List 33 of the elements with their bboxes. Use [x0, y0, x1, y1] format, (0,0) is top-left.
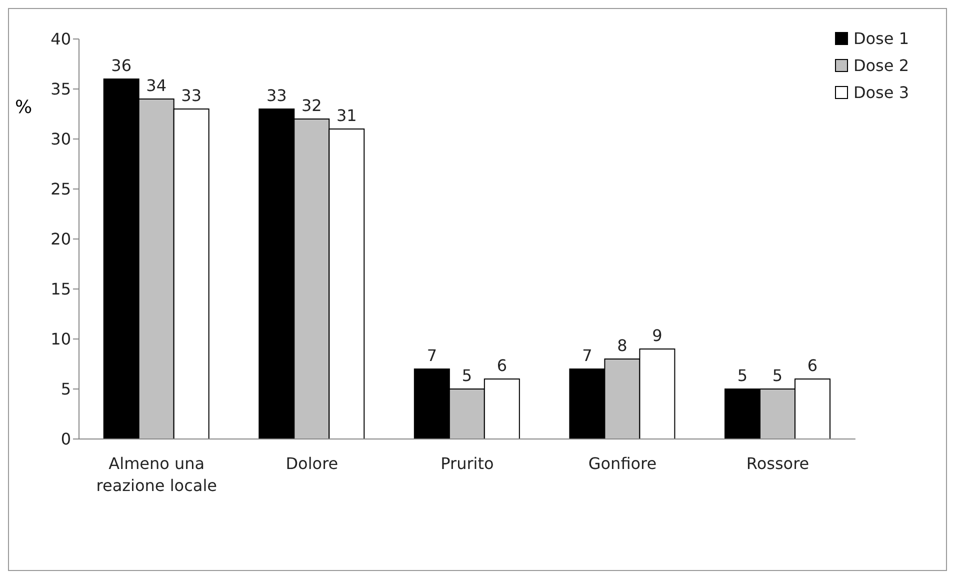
- y-tick-label: 40: [50, 30, 71, 49]
- data-label: 8: [617, 336, 628, 355]
- data-label: 33: [181, 86, 202, 105]
- data-label: 33: [266, 86, 287, 105]
- data-label: 7: [582, 346, 592, 365]
- x-tick-label: Rossore: [746, 454, 810, 473]
- data-label: 5: [772, 366, 783, 385]
- y-tick-label: 10: [50, 330, 71, 349]
- x-tick-label: Prurito: [440, 454, 494, 473]
- x-tick-label: Almeno una reazione locale: [96, 454, 217, 495]
- y-tick-label: 0: [60, 430, 71, 449]
- y-tick-label: 30: [50, 130, 71, 149]
- data-label: 5: [462, 366, 472, 385]
- y-tick-label: 20: [50, 230, 71, 249]
- y-tick-label: 5: [60, 380, 71, 399]
- data-label: 7: [426, 346, 438, 365]
- legend-label: Dose 1: [853, 29, 909, 48]
- data-label: 5: [737, 366, 748, 385]
- data-label: 31: [336, 106, 357, 125]
- y-axis-title: %: [15, 97, 32, 118]
- legend-label: Dose 3: [853, 83, 909, 102]
- y-tick-label: 15: [50, 280, 71, 299]
- legend-label: Dose 2: [853, 56, 909, 75]
- data-label: 6: [496, 356, 508, 375]
- y-tick-label: 25: [50, 180, 71, 199]
- data-label: 6: [807, 356, 818, 375]
- x-tick-label: Gonfiore: [588, 454, 657, 473]
- data-label: 32: [301, 96, 322, 115]
- data-label: 36: [111, 56, 132, 75]
- data-label: 34: [146, 76, 167, 95]
- y-tick-label: 35: [50, 80, 71, 99]
- x-tick-label: Dolore: [286, 454, 338, 473]
- data-label: 9: [652, 326, 662, 345]
